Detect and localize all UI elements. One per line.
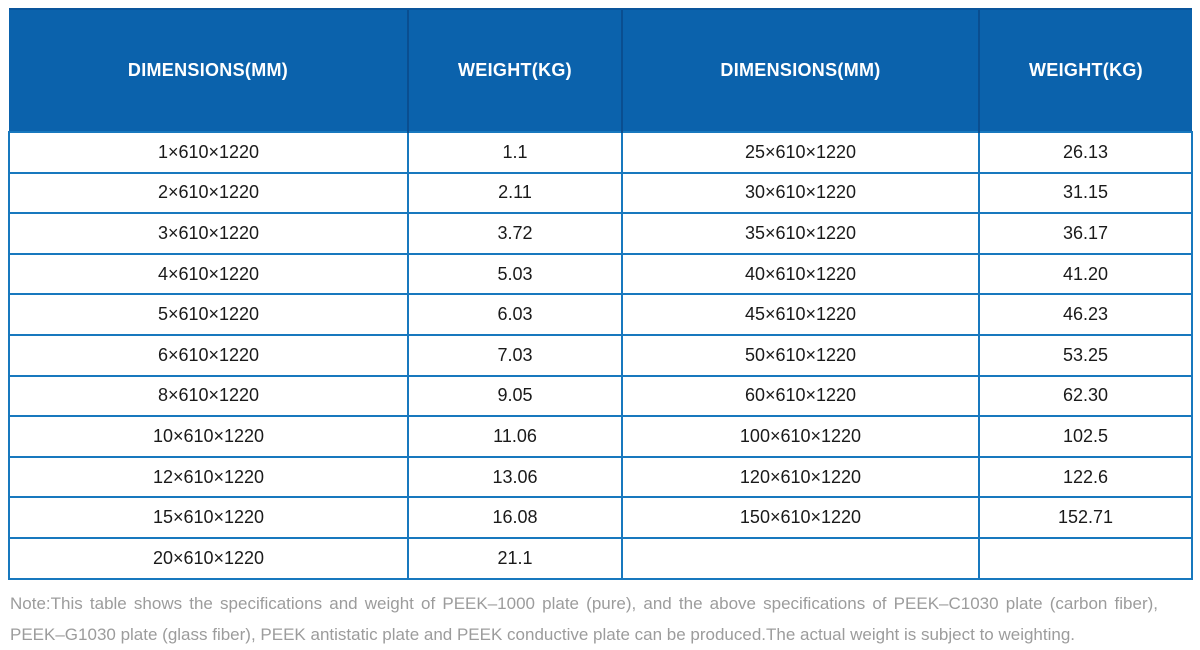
table-cell: 2×610×1220 (8, 171, 409, 215)
header-cell: DIMENSIONS(MM) (9, 8, 408, 132)
table-cell: 26.13 (978, 131, 1193, 174)
table-cell: 30×610×1220 (621, 171, 980, 215)
table-cell: 1.1 (407, 131, 623, 174)
table-cell: 13.06 (407, 455, 623, 499)
table-cell: 31.15 (978, 171, 1193, 215)
table-row: 5×610×1220 6.03 45×610×1220 46.23 (8, 293, 1193, 336)
table-cell: 102.5 (978, 415, 1193, 458)
table-cell: 6.03 (407, 293, 623, 336)
table-row: 2×610×1220 2.11 30×610×1220 31.15 (8, 171, 1193, 215)
table-cell: 20×610×1220 (8, 536, 409, 580)
table-cell: 53.25 (978, 333, 1193, 377)
table-cell: 11.06 (407, 415, 623, 458)
table-cell: 36.17 (978, 212, 1193, 255)
table-cell: 60×610×1220 (621, 374, 980, 418)
table-cell: 25×610×1220 (621, 131, 980, 174)
table-cell: 16.08 (407, 496, 623, 539)
table-row: 10×610×1220 11.06 100×610×1220 102.5 (8, 415, 1193, 458)
table-cell: 5×610×1220 (8, 293, 409, 336)
table-cell: 21.1 (407, 536, 623, 580)
table-cell: 9.05 (407, 374, 623, 418)
table-cell (621, 536, 980, 580)
header-cell: WEIGHT(KG) (978, 8, 1192, 132)
table-cell (978, 536, 1193, 580)
table-row: 4×610×1220 5.03 40×610×1220 41.20 (8, 252, 1193, 296)
table-cell: 8×610×1220 (8, 374, 409, 418)
table-cell: 152.71 (978, 496, 1193, 539)
peek-plate-weight-table: DIMENSIONS(MM) WEIGHT(KG) DIMENSIONS(MM) WE… (8, 8, 1193, 580)
table-cell: 40×610×1220 (621, 252, 980, 296)
table-cell: 5.03 (407, 252, 623, 296)
table-row: 8×610×1220 9.05 60×610×1220 62.30 (8, 374, 1193, 418)
table-cell: 15×610×1220 (8, 496, 409, 539)
table-row: 6×610×1220 7.03 50×610×1220 53.25 (8, 333, 1193, 377)
table-cell: 41.20 (978, 252, 1193, 296)
table-row: 12×610×1220 13.06 120×610×1220 122.6 (8, 455, 1193, 499)
note-text-line-2: PEEK–G1030 plate (glass fiber), PEEK ant… (10, 625, 1076, 644)
table-row: 1×610×1220 1.1 25×610×1220 26.13 (8, 131, 1193, 174)
table-cell: 62.30 (978, 374, 1193, 418)
table-cell: 150×610×1220 (621, 496, 980, 539)
table-cell: 46.23 (978, 293, 1193, 336)
header-cell: WEIGHT(KG) (407, 8, 622, 132)
table-cell: 12×610×1220 (8, 455, 409, 499)
header-row: DIMENSIONS(MM) WEIGHT(KG) DIMENSIONS(MM) WE… (9, 8, 1192, 132)
table-cell: 120×610×1220 (621, 455, 980, 499)
table-row: 3×610×1220 3.72 35×610×1220 36.17 (8, 212, 1193, 255)
header-cell: DIMENSIONS(MM) (621, 8, 979, 132)
table-cell: 7.03 (407, 333, 623, 377)
table-cell: 3×610×1220 (8, 212, 409, 255)
table-cell: 4×610×1220 (8, 252, 409, 296)
table-row: 15×610×1220 16.08 150×610×1220 152.71 (8, 496, 1193, 539)
table-cell: 45×610×1220 (621, 293, 980, 336)
table-cell: 3.72 (407, 212, 623, 255)
table-row: 20×610×1220 21.1 (8, 536, 1193, 580)
table-cell: 6×610×1220 (8, 333, 409, 377)
table-cell: 100×610×1220 (621, 415, 980, 458)
table-cell: 1×610×1220 (8, 131, 409, 174)
table-cell: 122.6 (978, 455, 1193, 499)
table-cell: 35×610×1220 (621, 212, 980, 255)
table-cell: 10×610×1220 (8, 415, 409, 458)
note-text-line-1: Note:This table shows the specifications… (10, 594, 1158, 613)
footnote: Note:This table shows the specifications… (10, 588, 1158, 650)
table-cell: 2.11 (407, 171, 623, 215)
table-cell: 50×610×1220 (621, 333, 980, 377)
